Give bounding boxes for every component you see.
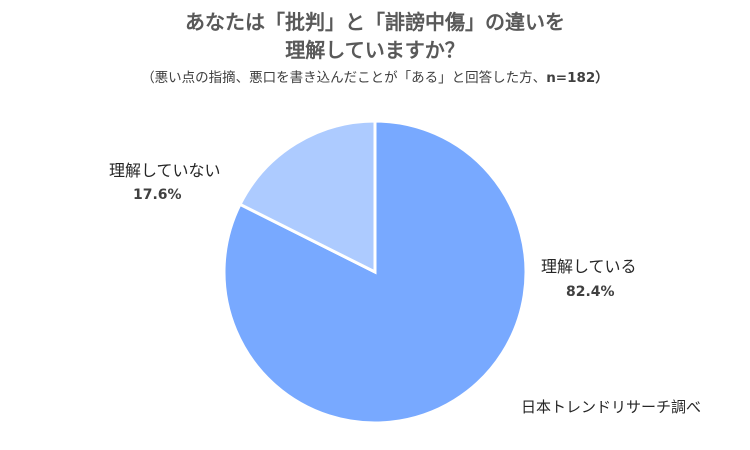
- chart-title-line1: あなたは「批判」と「誹謗中傷」の違いを: [185, 10, 565, 34]
- source-credit: 日本トレンドリサーチ調べ: [521, 398, 702, 416]
- slice-understand: [222, 119, 528, 425]
- slice-value-not-understand: 17.6%: [133, 187, 182, 203]
- chart-title-line2: 理解していますか？: [285, 38, 465, 62]
- slice-not-understand: [238, 119, 377, 275]
- slice-label-not-understand: 理解していない: [109, 161, 221, 180]
- chart-subtitle: （悪い点の指摘、悪口を書き込んだことが「ある」と回答した方、n=182）: [0, 68, 750, 88]
- sample-size: n=182）: [546, 70, 609, 86]
- subtitle-text: （悪い点の指摘、悪口を書き込んだことが「ある」と回答した方、: [141, 70, 547, 86]
- slice-label-understand: 理解している: [541, 257, 637, 276]
- slice-value-understand: 82.4%: [566, 284, 615, 300]
